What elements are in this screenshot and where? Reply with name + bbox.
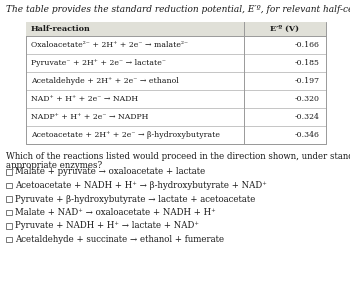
Text: Pyruvate + β-hydroxybutyrate → lactate + acetoacetate: Pyruvate + β-hydroxybutyrate → lactate +… (15, 195, 256, 204)
Text: NAD⁺ + H⁺ + 2e⁻ → NADH: NAD⁺ + H⁺ + 2e⁻ → NADH (31, 95, 138, 103)
Bar (6, 183, 12, 188)
Bar (26, 22, 326, 36)
Bar (26, 22, 326, 144)
Text: NADP⁺ + H⁺ + 2e⁻ → NADPH: NADP⁺ + H⁺ + 2e⁻ → NADPH (31, 113, 148, 121)
Text: E′º (V): E′º (V) (271, 25, 300, 33)
Text: -0.185: -0.185 (295, 59, 320, 67)
Bar (6, 210, 12, 215)
Text: Half-reaction: Half-reaction (31, 25, 91, 33)
Text: Which of the reactions listed would proceed in the direction shown, under standa: Which of the reactions listed would proc… (6, 152, 350, 161)
Text: Oxaloacetate²⁻ + 2H⁺ + 2e⁻ → malate²⁻: Oxaloacetate²⁻ + 2H⁺ + 2e⁻ → malate²⁻ (31, 41, 188, 49)
Text: Pyruvate + NADH + H⁺ → lactate + NAD⁺: Pyruvate + NADH + H⁺ → lactate + NAD⁺ (15, 221, 199, 230)
Text: -0.324: -0.324 (295, 113, 320, 121)
Text: Acetaldehyde + 2H⁺ + 2e⁻ → ethanol: Acetaldehyde + 2H⁺ + 2e⁻ → ethanol (31, 77, 179, 85)
Text: Acetaldehyde + succinate → ethanol + fumerate: Acetaldehyde + succinate → ethanol + fum… (15, 235, 224, 244)
Bar (6, 169, 12, 175)
Text: Pyruvate⁻ + 2H⁺ + 2e⁻ → lactate⁻: Pyruvate⁻ + 2H⁺ + 2e⁻ → lactate⁻ (31, 59, 166, 67)
Text: The table provides the standard reduction potential, E′º, for relevant half-cell: The table provides the standard reductio… (6, 5, 350, 14)
Text: Malate + NAD⁺ → oxaloacetate + NADH + H⁺: Malate + NAD⁺ → oxaloacetate + NADH + H⁺ (15, 208, 216, 217)
Text: Acetoacetate + NADH + H⁺ → β-hydroxybutyrate + NAD⁺: Acetoacetate + NADH + H⁺ → β-hydroxybuty… (15, 181, 267, 190)
Bar (6, 237, 12, 242)
Text: Malate + pyruvate → oxaloacetate + lactate: Malate + pyruvate → oxaloacetate + lacta… (15, 167, 205, 176)
Bar (6, 223, 12, 229)
Text: -0.320: -0.320 (295, 95, 320, 103)
Text: -0.346: -0.346 (295, 131, 320, 139)
Text: -0.166: -0.166 (295, 41, 320, 49)
Bar (6, 196, 12, 202)
Text: appropriate enzymes?: appropriate enzymes? (6, 161, 102, 170)
Text: -0.197: -0.197 (295, 77, 320, 85)
Text: Acetoacetate + 2H⁺ + 2e⁻ → β-hydroxybutyrate: Acetoacetate + 2H⁺ + 2e⁻ → β-hydroxybuty… (31, 131, 220, 139)
